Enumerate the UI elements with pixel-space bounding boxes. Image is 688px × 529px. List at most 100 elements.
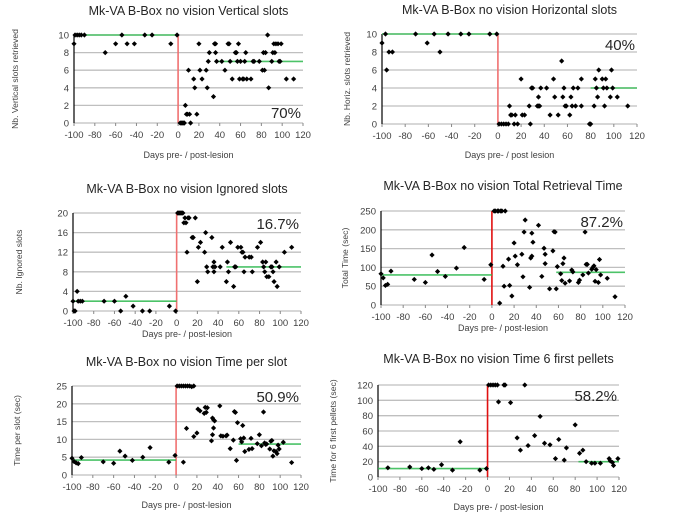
data-point (542, 261, 548, 267)
data-point (522, 382, 528, 388)
data-point (562, 280, 568, 286)
x-tick-label: 100 (595, 312, 611, 323)
data-point (81, 32, 88, 38)
data-point (578, 103, 584, 109)
y-tick-label: 20 (362, 457, 373, 468)
data-point (535, 94, 542, 100)
y-tick-label: 250 (360, 207, 376, 218)
data-point (209, 432, 216, 438)
data-point (181, 120, 187, 126)
x-tick-label: 80 (254, 482, 265, 493)
data-point (596, 256, 603, 263)
data-point (506, 103, 513, 109)
chart-title: Mk-VA B-Box no vision Vertical slots (89, 4, 289, 18)
x-tick-label: 0 (485, 484, 490, 495)
data-point (241, 269, 247, 275)
data-point (495, 399, 502, 405)
data-point (241, 435, 247, 441)
data-point (139, 308, 146, 314)
data-point (234, 420, 241, 426)
x-tick-label: 40 (539, 131, 550, 142)
data-point (431, 31, 437, 37)
data-point (273, 259, 279, 265)
y-tick-label: 10 (58, 31, 69, 42)
x-tick-label: -100 (372, 131, 391, 142)
data-point (561, 457, 567, 463)
y-tick-label: 16 (57, 228, 68, 239)
x-tick-label: 0 (489, 312, 494, 323)
data-point (488, 262, 494, 268)
data-point (147, 444, 153, 451)
data-point (554, 264, 560, 270)
data-point (262, 50, 269, 56)
data-point (254, 441, 260, 447)
data-point (74, 288, 80, 294)
data-point (205, 269, 211, 275)
data-point (509, 293, 515, 299)
data-point (262, 269, 268, 275)
data-point (204, 264, 210, 270)
data-point (538, 85, 544, 91)
x-axis-label: Days pre- / post-lesion (141, 500, 231, 510)
chart-panel-5: 0 5 10 15 20 25 -100 -80 -60 -40 -20 0 20 40 60 80 100 12… (12, 355, 309, 510)
data-point (183, 425, 190, 431)
data-point (607, 458, 613, 464)
y-tick-label: 6 (372, 66, 377, 77)
y-tick-label: 20 (56, 399, 67, 410)
data-point (606, 456, 612, 462)
data-point (558, 271, 564, 277)
data-point (204, 85, 210, 91)
data-point (203, 230, 209, 236)
data-point (237, 58, 244, 64)
data-point (278, 41, 284, 47)
data-point (265, 32, 271, 38)
data-point (212, 264, 218, 270)
data-point (202, 249, 208, 255)
data-point (197, 239, 204, 245)
y-tick-label: 150 (360, 244, 376, 255)
x-tick-label: -100 (371, 312, 390, 323)
data-point (515, 121, 521, 127)
data-point (584, 261, 590, 267)
data-point (168, 41, 174, 47)
data-point (511, 240, 517, 246)
data-point (445, 31, 451, 37)
data-point (72, 308, 78, 314)
data-point (507, 282, 513, 289)
data-point (585, 270, 591, 276)
data-point (386, 49, 392, 55)
x-tick-label: -60 (107, 482, 121, 493)
data-point (568, 94, 574, 100)
data-point (481, 276, 487, 283)
data-point (588, 121, 594, 127)
data-point (591, 103, 597, 109)
x-tick-label: 120 (617, 312, 633, 323)
data-point (270, 453, 276, 459)
data-point (212, 418, 218, 424)
x-tick-label: -60 (108, 318, 122, 329)
data-point (560, 261, 566, 267)
data-point (194, 111, 200, 117)
data-point (612, 294, 618, 300)
data-point (214, 58, 220, 64)
x-tick-label: 60 (548, 484, 559, 495)
data-point (542, 251, 548, 257)
y-tick-label: 2 (64, 101, 69, 112)
chart-panel-1: 0 2 4 6 8 10 -100 -80 -60 -40 -20 0 20 40 60 80 100 120 Mk… (10, 4, 311, 160)
data-point (256, 58, 262, 64)
data-point (527, 121, 533, 127)
data-point (78, 454, 84, 461)
data-point (203, 67, 209, 73)
data-point (378, 271, 384, 277)
data-point (487, 31, 493, 37)
data-point (572, 103, 579, 109)
data-point (593, 85, 600, 91)
data-point (142, 32, 148, 38)
data-point (191, 433, 197, 440)
x-tick-label: 120 (293, 482, 309, 493)
data-point (525, 442, 531, 449)
x-tick-label: -100 (63, 318, 82, 329)
data-point (223, 279, 229, 285)
data-point (236, 76, 243, 82)
